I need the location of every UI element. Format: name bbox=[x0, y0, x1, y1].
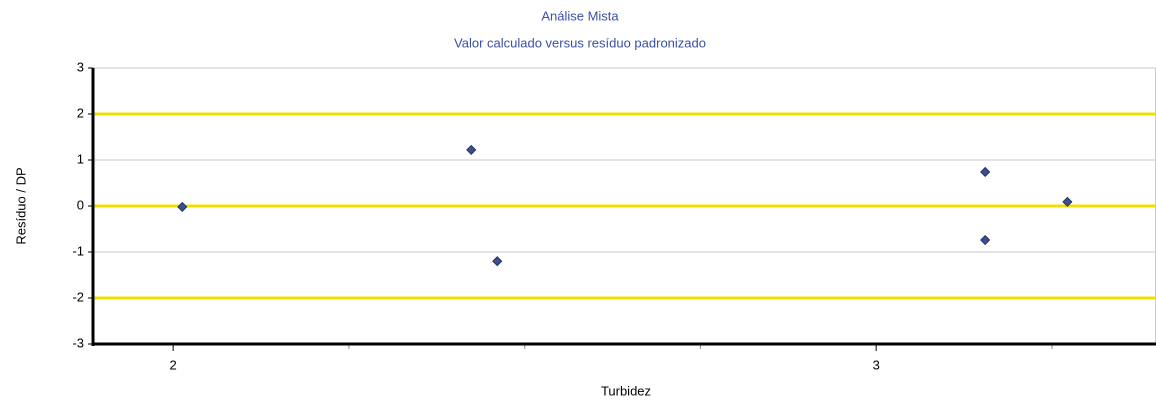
y-tick-label: 3 bbox=[77, 59, 84, 74]
point bbox=[177, 201, 188, 212]
x-tick-label: 2 bbox=[170, 357, 177, 372]
chart-subtitle: Valor calculado versus resíduo padroniza… bbox=[454, 35, 706, 50]
point bbox=[466, 144, 477, 155]
point bbox=[980, 234, 991, 246]
point bbox=[492, 256, 503, 267]
y-tick-label: 0 bbox=[77, 197, 84, 212]
x-tick-label: 3 bbox=[873, 357, 880, 372]
y-axis-label: Resíduo / DP bbox=[13, 167, 28, 244]
y-tick-label: -1 bbox=[72, 243, 84, 258]
y-tick-label: 1 bbox=[77, 151, 84, 166]
y-tick-label: -2 bbox=[72, 289, 84, 304]
chart-title: Análise Mista bbox=[541, 8, 619, 23]
y-tick-label: -3 bbox=[72, 335, 84, 350]
x-axis-label: Turbidez bbox=[601, 383, 651, 398]
point bbox=[980, 166, 991, 178]
y-tick-label: 2 bbox=[77, 105, 84, 120]
point bbox=[1062, 196, 1073, 207]
